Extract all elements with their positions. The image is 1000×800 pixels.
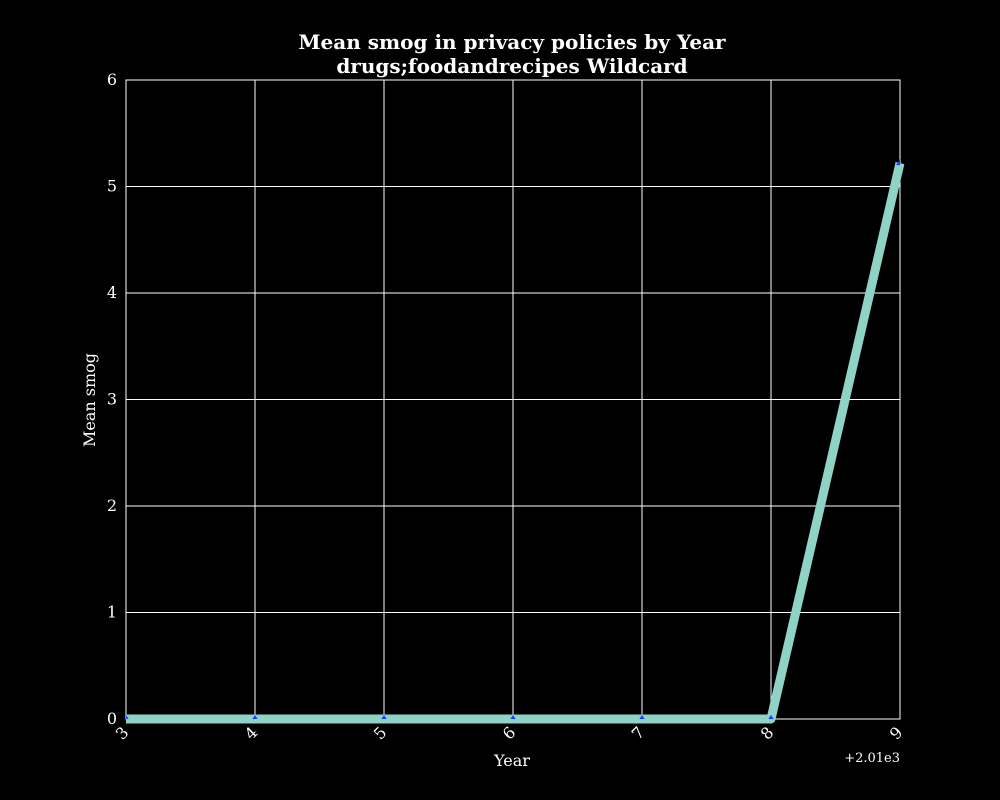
y-tick-label: 6 (107, 70, 117, 89)
data-point (381, 715, 387, 719)
data-point (252, 715, 258, 719)
data-point (126, 715, 129, 719)
chart-subtitle: drugs;foodandrecipes Wildcard (336, 54, 687, 78)
y-tick-label: 0 (107, 709, 117, 728)
y-tick-label: 5 (107, 177, 117, 196)
y-tick-label: 4 (107, 283, 117, 302)
chart-title: Mean smog in privacy policies by Year (298, 30, 726, 54)
data-point (639, 715, 645, 719)
data-point (768, 715, 774, 719)
x-axis-label: Year (493, 751, 530, 770)
data-point (896, 159, 900, 166)
y-tick-label: 1 (107, 603, 117, 622)
series-layer (126, 159, 905, 724)
y-tick-labels: 0 1 2 3 4 5 6 (107, 70, 117, 728)
data-point (510, 715, 516, 719)
y-tick-label: 2 (107, 496, 117, 515)
x-offset-label: +2.01e3 (844, 751, 900, 766)
y-axis-label: Mean smog (80, 353, 99, 447)
y-tick-label: 3 (107, 390, 117, 409)
